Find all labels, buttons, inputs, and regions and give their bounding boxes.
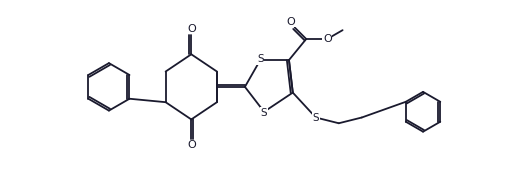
Text: O: O [187,140,196,150]
Text: O: O [286,17,295,27]
Text: O: O [323,34,332,44]
Text: S: S [257,54,264,64]
Text: O: O [187,24,196,34]
Text: S: S [312,112,319,122]
Text: S: S [261,108,267,117]
